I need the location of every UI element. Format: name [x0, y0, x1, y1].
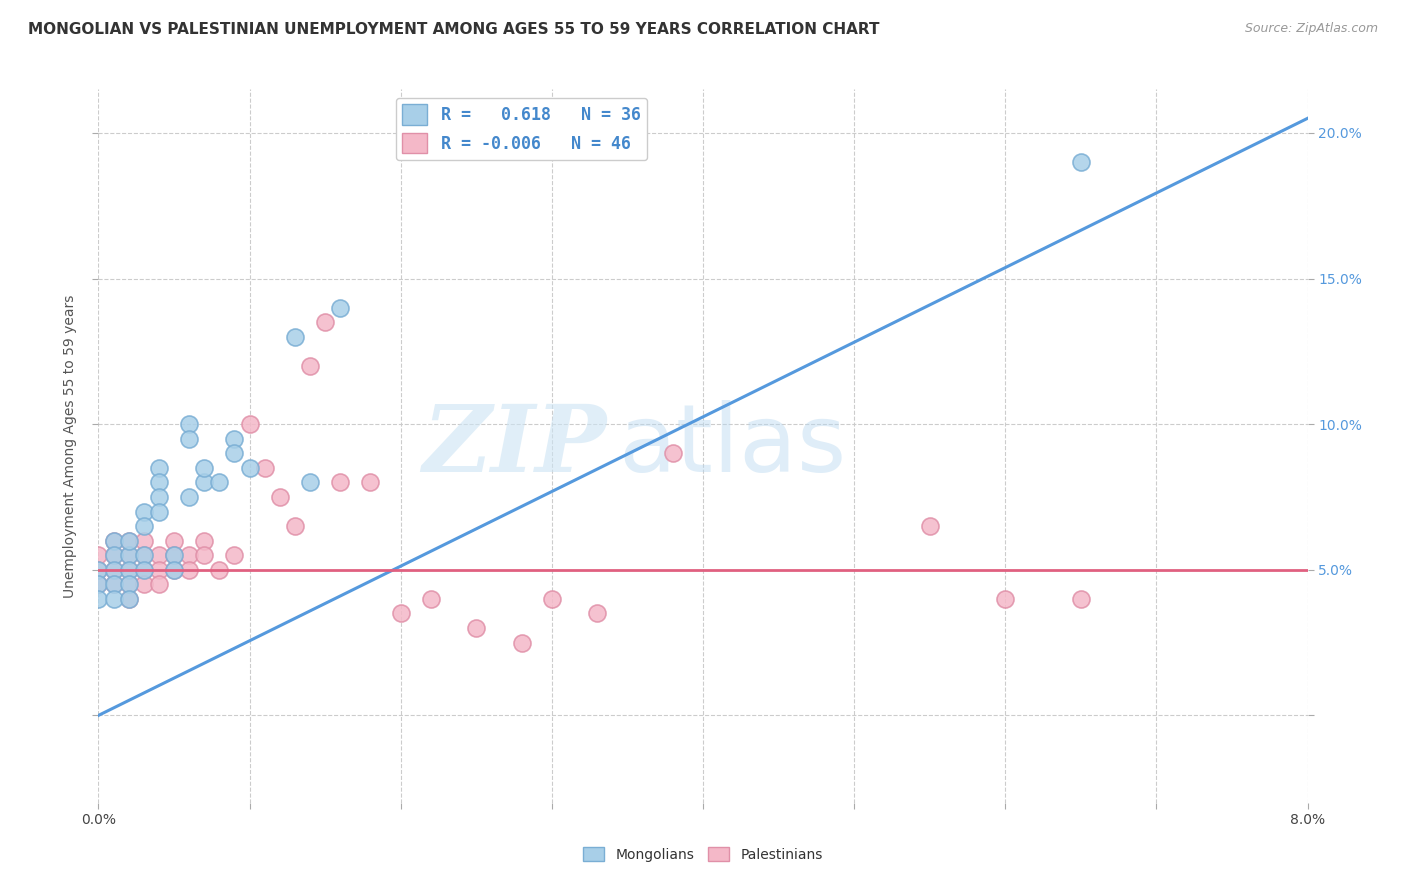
Point	[389, 607, 412, 621]
Point	[179, 548, 201, 562]
Point	[329, 475, 352, 490]
Point	[662, 446, 685, 460]
Point	[163, 548, 186, 562]
Point	[510, 635, 533, 649]
Point	[208, 475, 231, 490]
Point	[87, 563, 110, 577]
Point	[148, 475, 170, 490]
Legend: Mongolians, Palestinians: Mongolians, Palestinians	[578, 841, 828, 867]
Point	[193, 460, 215, 475]
Point	[87, 577, 110, 591]
Text: Source: ZipAtlas.com: Source: ZipAtlas.com	[1244, 22, 1378, 36]
Point	[148, 460, 170, 475]
Point	[87, 577, 110, 591]
Point	[239, 460, 262, 475]
Point	[1070, 155, 1092, 169]
Point	[148, 548, 170, 562]
Point	[118, 533, 141, 548]
Point	[329, 301, 352, 315]
Point	[193, 548, 215, 562]
Point	[103, 577, 125, 591]
Point	[420, 591, 443, 606]
Point	[87, 591, 110, 606]
Point	[360, 475, 382, 490]
Point	[314, 315, 336, 329]
Point	[132, 519, 155, 533]
Point	[103, 577, 125, 591]
Point	[208, 563, 231, 577]
Point	[163, 548, 186, 562]
Point	[118, 548, 141, 562]
Point	[118, 533, 141, 548]
Point	[163, 563, 186, 577]
Point	[103, 563, 125, 577]
Point	[118, 591, 141, 606]
Point	[132, 563, 155, 577]
Point	[118, 548, 141, 562]
Point	[118, 577, 141, 591]
Point	[103, 591, 125, 606]
Point	[253, 460, 276, 475]
Point	[586, 607, 609, 621]
Point	[87, 563, 110, 577]
Point	[299, 475, 322, 490]
Point	[918, 519, 941, 533]
Text: ZIP: ZIP	[422, 401, 606, 491]
Point	[148, 577, 170, 591]
Point	[118, 577, 141, 591]
Point	[299, 359, 322, 373]
Point	[541, 591, 564, 606]
Point	[284, 330, 307, 344]
Point	[132, 548, 155, 562]
Point	[224, 446, 246, 460]
Point	[103, 533, 125, 548]
Point	[1070, 591, 1092, 606]
Point	[118, 591, 141, 606]
Point	[269, 490, 291, 504]
Point	[132, 563, 155, 577]
Point	[179, 432, 201, 446]
Point	[193, 533, 215, 548]
Point	[118, 563, 141, 577]
Point	[87, 548, 110, 562]
Point	[994, 591, 1017, 606]
Point	[193, 475, 215, 490]
Point	[465, 621, 488, 635]
Text: MONGOLIAN VS PALESTINIAN UNEMPLOYMENT AMONG AGES 55 TO 59 YEARS CORRELATION CHAR: MONGOLIAN VS PALESTINIAN UNEMPLOYMENT AM…	[28, 22, 880, 37]
Point	[132, 577, 155, 591]
Point	[239, 417, 262, 432]
Point	[148, 490, 170, 504]
Point	[132, 533, 155, 548]
Point	[179, 417, 201, 432]
Point	[148, 563, 170, 577]
Point	[118, 563, 141, 577]
Point	[103, 533, 125, 548]
Point	[148, 504, 170, 518]
Point	[132, 504, 155, 518]
Point	[284, 519, 307, 533]
Point	[179, 490, 201, 504]
Point	[103, 548, 125, 562]
Point	[163, 563, 186, 577]
Point	[132, 548, 155, 562]
Point	[224, 432, 246, 446]
Text: atlas: atlas	[619, 400, 846, 492]
Point	[103, 563, 125, 577]
Point	[103, 548, 125, 562]
Point	[179, 563, 201, 577]
Point	[224, 548, 246, 562]
Point	[163, 533, 186, 548]
Y-axis label: Unemployment Among Ages 55 to 59 years: Unemployment Among Ages 55 to 59 years	[63, 294, 77, 598]
